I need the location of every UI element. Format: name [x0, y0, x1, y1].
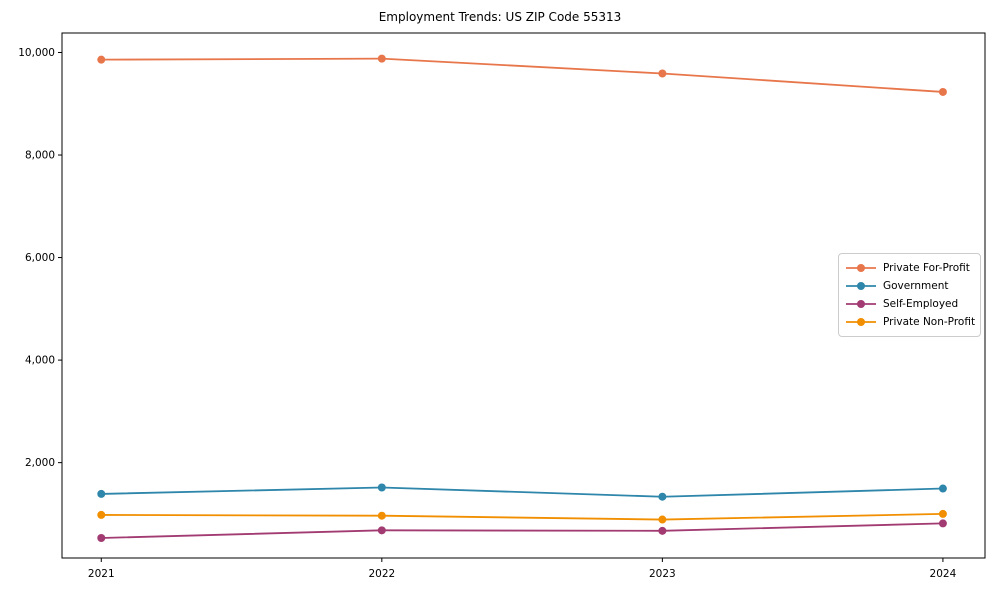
- legend-label: Private Non-Profit: [883, 315, 976, 328]
- y-axis-tick-label: 8,000: [25, 150, 55, 162]
- x-axis-tick-label: 2021: [88, 568, 115, 580]
- x-axis-tick-label: 2023: [649, 568, 676, 580]
- data-point-private-non-profit: [97, 510, 106, 519]
- data-point-self-employed: [938, 519, 947, 528]
- data-point-private-for-profit: [97, 55, 106, 64]
- data-point-private-non-profit: [377, 511, 386, 520]
- legend-line-marker-swatch: [846, 318, 876, 326]
- x-axis-tick-label: 2022: [368, 568, 395, 580]
- data-point-private-non-profit: [938, 509, 947, 518]
- legend-item-private-for-profit: Private For-Profit: [846, 262, 974, 274]
- legend-item-private-non-profit: Private Non-Profit: [846, 315, 976, 328]
- y-axis-tick-label: 2,000: [25, 457, 55, 469]
- y-axis-tick-label: 4,000: [25, 355, 55, 367]
- series-line-private-for-profit: [100, 57, 944, 93]
- data-point-private-for-profit: [658, 69, 667, 78]
- data-point-government: [938, 484, 947, 493]
- data-point-government: [658, 492, 667, 501]
- legend-item-government: Government: [846, 280, 974, 292]
- series-line-self-employed: [100, 522, 944, 539]
- data-point-private-for-profit: [377, 54, 386, 63]
- legend-line-marker-swatch: [846, 264, 876, 272]
- chart-title: Employment Trends: US ZIP Code 55313: [378, 10, 622, 24]
- legend-line-marker-swatch: [846, 282, 876, 290]
- legend-item-self-employed: Self-Employed: [846, 298, 974, 310]
- data-point-private-for-profit: [938, 87, 947, 96]
- data-point-self-employed: [97, 534, 106, 543]
- legend: Private For-Profit Government Self-Emplo…: [838, 253, 981, 337]
- y-axis-tick-label: 10,000: [18, 47, 55, 59]
- data-point-government: [377, 483, 386, 492]
- data-point-government: [97, 489, 106, 498]
- data-point-private-non-profit: [658, 515, 667, 524]
- legend-label: Self-Employed: [883, 297, 959, 310]
- plot-border: [61, 32, 986, 559]
- legend-label: Private For-Profit: [883, 261, 970, 274]
- legend-line-marker-swatch: [846, 300, 876, 308]
- series-line-private-non-profit: [100, 513, 944, 521]
- x-axis-tick-label: 2024: [930, 568, 957, 580]
- data-point-self-employed: [377, 526, 386, 535]
- series-line-government: [100, 486, 944, 498]
- legend-label: Government: [883, 279, 949, 292]
- data-point-self-employed: [658, 526, 667, 535]
- y-axis-tick-label: 6,000: [25, 252, 55, 264]
